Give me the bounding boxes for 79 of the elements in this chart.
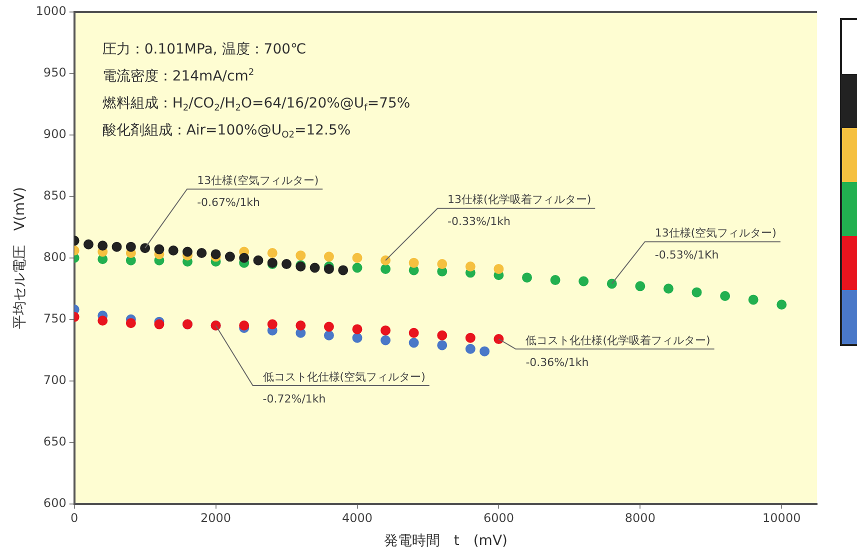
annotation: 13仕様(化学吸着フィルター) -0.33%/1kh: [448, 193, 592, 228]
point: [267, 248, 278, 258]
point: [352, 324, 362, 334]
point: [338, 265, 348, 276]
point: [154, 319, 164, 330]
x-tick-label: 0: [70, 511, 78, 526]
y-tick-label: 700: [43, 372, 66, 387]
annotation: 低コスト化仕様(空気フィルター) -0.72%/1kh: [262, 370, 426, 406]
y-tick-label: 1000: [36, 4, 66, 18]
y-axis-title: 平均セル電圧 V(mV): [12, 187, 28, 329]
point: [692, 287, 702, 298]
point: [239, 252, 250, 263]
point: [465, 262, 476, 272]
point: [154, 244, 164, 254]
point: [380, 255, 391, 266]
point: [494, 264, 504, 274]
annotation: 圧力：0.101MPa, 温度：700℃: [102, 42, 306, 58]
point: [168, 246, 178, 256]
point: [83, 239, 94, 250]
x-tick-label: 2000: [200, 511, 232, 526]
annotation: 13仕様(空気フィルター) -0.67%/1kh: [197, 174, 319, 209]
y-tick-label: 950: [43, 66, 66, 80]
point: [324, 252, 334, 262]
point: [776, 300, 787, 310]
point: [296, 320, 306, 331]
y-tick-label: 900: [43, 127, 66, 142]
point: [352, 262, 362, 273]
point: [437, 330, 448, 340]
annotation: 13仕様(空気フィルター) -0.53%/1Kh: [654, 226, 776, 262]
point: [352, 332, 362, 343]
point: [296, 250, 306, 260]
point: [663, 284, 674, 294]
point: [324, 330, 334, 340]
point: [380, 335, 391, 346]
y-tick-label: 650: [43, 434, 66, 448]
point: [465, 332, 476, 343]
point: [253, 255, 264, 266]
point: [380, 325, 391, 336]
point: [324, 322, 334, 332]
point: [126, 242, 136, 252]
point: [550, 275, 560, 286]
point: [98, 240, 108, 251]
y-tick-label: 850: [43, 188, 66, 203]
x-tick-label: 4000: [342, 511, 373, 526]
y-tick-label: 750: [43, 312, 66, 326]
point: [408, 338, 419, 348]
y-tick-label: 600: [43, 496, 66, 510]
point: [437, 259, 448, 270]
point: [408, 328, 419, 338]
y-tick-label: 800: [43, 250, 66, 264]
point: [578, 276, 589, 286]
point: [352, 252, 362, 263]
point: [720, 291, 730, 302]
point: [196, 248, 207, 258]
point: [210, 249, 221, 260]
x-tick-label: 10000: [762, 511, 801, 526]
point: [494, 334, 504, 344]
point: [465, 344, 476, 354]
point: [380, 264, 391, 274]
point: [480, 346, 490, 356]
point: [310, 262, 320, 273]
point: [98, 316, 108, 326]
point: [522, 272, 532, 283]
point: [126, 318, 136, 328]
annotation: 低コスト化仕様(化学吸着フィルター) -0.36%/1kh: [526, 334, 710, 369]
x-tick-label: 8000: [624, 511, 656, 526]
point: [267, 319, 278, 330]
point: [140, 243, 150, 254]
point: [182, 246, 193, 257]
point: [437, 340, 448, 350]
point: [112, 242, 122, 252]
point: [282, 259, 292, 270]
x-axis-title: 発電時間 t (mV): [384, 533, 508, 550]
point: [408, 258, 419, 268]
point: [635, 281, 646, 292]
point: [224, 252, 235, 262]
point: [748, 294, 758, 305]
point: [606, 278, 617, 289]
x-tick-label: 6000: [483, 511, 514, 526]
